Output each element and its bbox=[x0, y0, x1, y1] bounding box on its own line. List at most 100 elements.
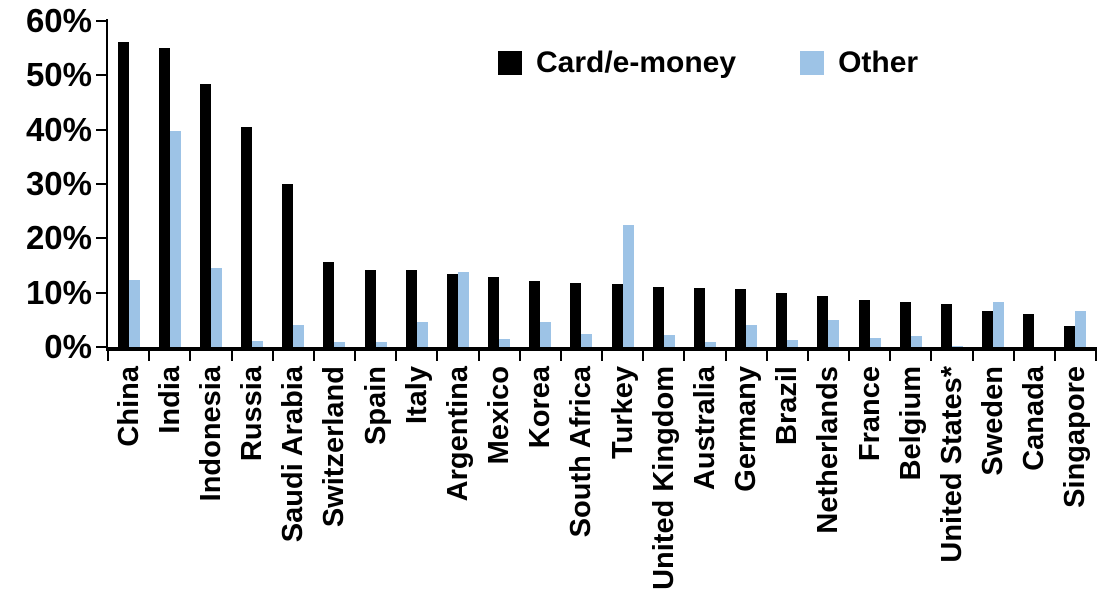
bar-card-e-money bbox=[200, 84, 211, 347]
x-axis-label: France bbox=[854, 366, 886, 462]
bar-other bbox=[828, 320, 839, 347]
x-axis-tick bbox=[765, 351, 768, 361]
y-axis-tick-label: 20% bbox=[25, 219, 92, 257]
bar-other bbox=[705, 342, 716, 347]
y-axis-tick bbox=[96, 346, 108, 348]
bar-card-e-money bbox=[1064, 326, 1075, 347]
x-axis-tick bbox=[1012, 351, 1015, 361]
x-axis-label: Belgium bbox=[895, 366, 927, 481]
bar-other bbox=[129, 280, 140, 347]
bar-card-e-money bbox=[529, 281, 540, 347]
bar-card-e-money bbox=[694, 288, 705, 347]
y-axis-tick bbox=[96, 128, 108, 131]
chart-legend: Card/e-money Other bbox=[498, 46, 918, 80]
bar-card-e-money bbox=[118, 42, 129, 347]
y-axis-tick bbox=[96, 291, 108, 294]
bar-other bbox=[458, 272, 469, 347]
x-axis-line bbox=[106, 347, 1097, 351]
x-axis-label: South Africa bbox=[565, 366, 597, 538]
x-axis-tick bbox=[559, 351, 562, 361]
x-axis-tick bbox=[189, 351, 192, 361]
x-axis-tick bbox=[971, 351, 974, 361]
x-axis-label: Germany bbox=[730, 366, 762, 492]
bar-card-e-money bbox=[447, 274, 458, 347]
x-axis-tick bbox=[312, 351, 315, 361]
x-axis-label: Spain bbox=[360, 366, 392, 445]
legend-item-other: Other bbox=[800, 46, 918, 80]
bar-card-e-money bbox=[817, 296, 828, 347]
x-axis-tick bbox=[1053, 351, 1056, 361]
bar-other bbox=[952, 346, 963, 347]
x-axis-label: Argentina bbox=[442, 366, 474, 502]
bar-card-e-money bbox=[282, 184, 293, 347]
y-axis-tick bbox=[96, 20, 108, 22]
y-axis-tick bbox=[96, 74, 108, 77]
bar-card-e-money bbox=[612, 284, 623, 347]
x-axis-tick bbox=[724, 351, 727, 361]
x-axis-label: Saudi Arabia bbox=[277, 366, 309, 543]
y-axis-tick-label: 50% bbox=[25, 56, 92, 94]
x-axis-label: United Kingdom bbox=[648, 366, 680, 590]
bar-card-e-money bbox=[776, 293, 787, 347]
bar-other bbox=[293, 325, 304, 347]
x-axis-label: United States* bbox=[936, 366, 968, 563]
bar-card-e-money bbox=[159, 48, 170, 347]
bar-other bbox=[211, 268, 222, 347]
x-axis-label: Brazil bbox=[771, 366, 803, 445]
legend-label-other: Other bbox=[838, 46, 919, 79]
bar-card-e-money bbox=[570, 283, 581, 347]
y-axis-tick bbox=[96, 183, 108, 185]
bar-other bbox=[870, 338, 881, 347]
x-axis-label: Netherlands bbox=[812, 366, 844, 534]
x-axis-label: Indonesia bbox=[195, 366, 227, 502]
bar-other bbox=[252, 341, 263, 347]
bar-other bbox=[1075, 311, 1086, 347]
x-axis-tick bbox=[477, 351, 480, 361]
x-axis-label: Singapore bbox=[1059, 366, 1091, 508]
legend-swatch-other bbox=[800, 51, 825, 75]
bar-other bbox=[417, 322, 428, 347]
x-axis-tick bbox=[148, 351, 151, 361]
bar-other bbox=[787, 340, 798, 347]
x-axis-tick bbox=[930, 351, 933, 361]
x-axis-label: Australia bbox=[689, 366, 721, 491]
bar-other bbox=[664, 335, 675, 347]
bar-other bbox=[993, 302, 1004, 347]
legend-item-card-e-money: Card/e-money bbox=[498, 46, 736, 80]
legend-swatch-card-e-money bbox=[498, 51, 522, 75]
bar-card-e-money bbox=[653, 287, 664, 347]
y-axis-tick-label: 10% bbox=[25, 273, 92, 311]
bar-card-e-money bbox=[941, 304, 952, 347]
bar-other bbox=[746, 325, 757, 347]
x-axis-tick bbox=[889, 351, 892, 361]
x-axis-tick bbox=[806, 351, 809, 361]
bar-card-e-money bbox=[900, 302, 911, 347]
x-axis-tick bbox=[230, 351, 233, 361]
bar-card-e-money bbox=[488, 277, 499, 347]
bar-card-e-money bbox=[859, 300, 870, 347]
bar-card-e-money bbox=[982, 311, 993, 347]
y-axis-tick-label: 40% bbox=[25, 110, 92, 148]
y-axis-tick bbox=[96, 237, 108, 240]
x-axis-tick bbox=[601, 351, 603, 361]
x-axis-tick bbox=[642, 351, 645, 361]
bar-other bbox=[911, 336, 922, 347]
x-axis-tick bbox=[518, 351, 521, 361]
bar-card-e-money bbox=[365, 270, 376, 347]
x-axis-tick bbox=[848, 351, 850, 361]
bar-other bbox=[581, 334, 592, 347]
legend-label-card-e-money: Card/e-money bbox=[536, 46, 737, 79]
x-axis-label: Switzerland bbox=[318, 366, 350, 528]
x-axis-tick bbox=[107, 351, 109, 361]
bar-other bbox=[540, 322, 551, 347]
x-axis-label: Sweden bbox=[977, 366, 1009, 476]
bar-other bbox=[376, 342, 387, 347]
bar-other bbox=[170, 131, 181, 347]
x-axis-tick bbox=[271, 351, 274, 361]
x-axis-label: Korea bbox=[524, 366, 556, 449]
x-axis-tick bbox=[683, 351, 686, 361]
x-axis-label: Turkey bbox=[607, 366, 639, 459]
x-axis-label: Canada bbox=[1018, 366, 1050, 471]
bar-other bbox=[623, 225, 634, 347]
bar-card-e-money bbox=[406, 270, 417, 347]
